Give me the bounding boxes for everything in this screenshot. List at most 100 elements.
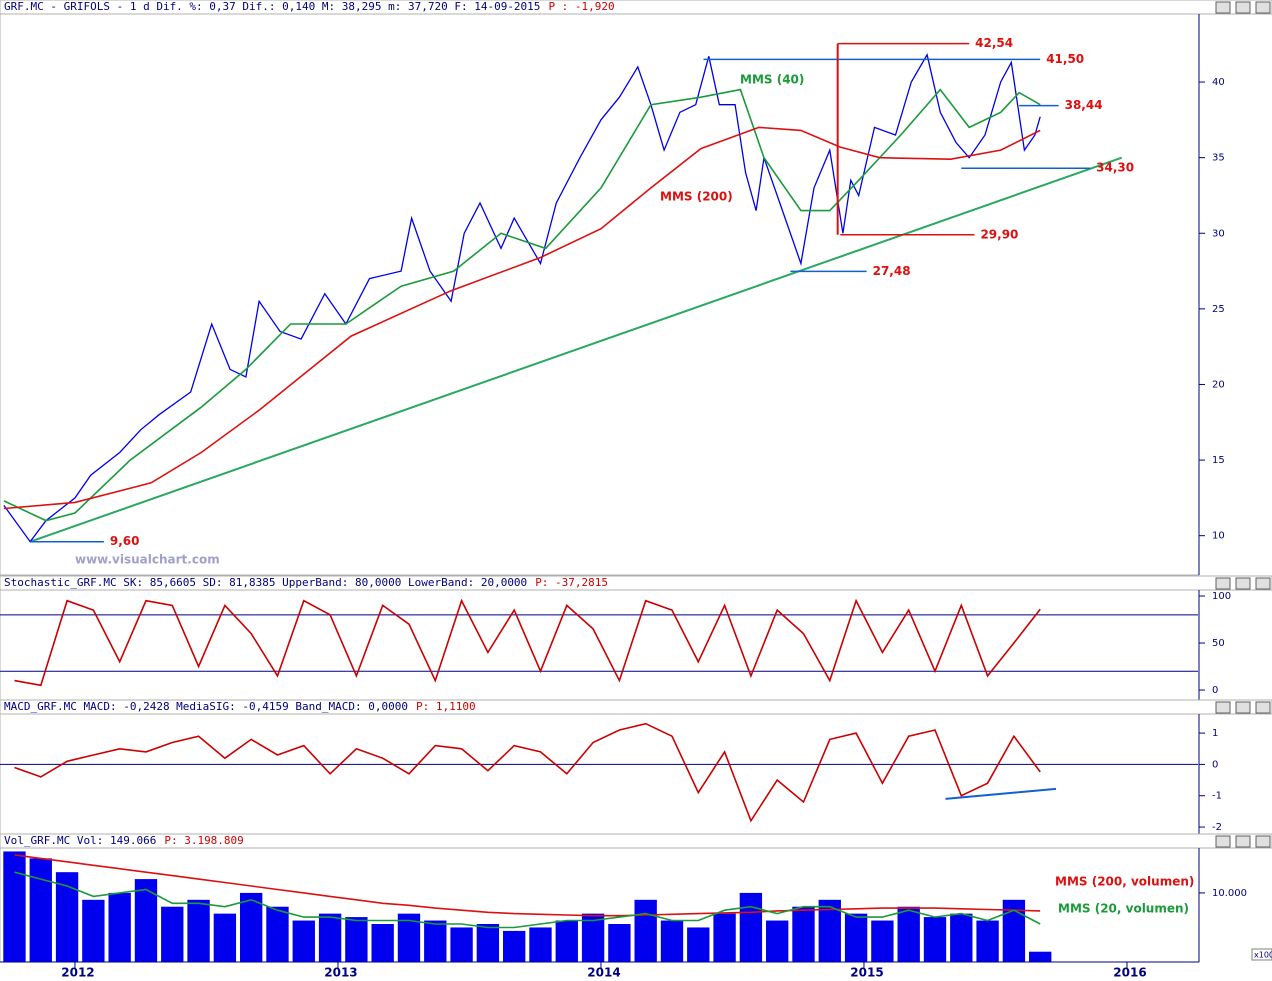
panel-title: GRF.MC - GRIFOLS - 1 d Dif. %: 0,37 Dif.… — [4, 0, 540, 13]
y-tick-label: 50 — [1212, 638, 1225, 649]
unit-box — [1251, 948, 1272, 961]
volume-bar — [1029, 951, 1052, 962]
minimize-button[interactable] — [1215, 1, 1231, 14]
x-tick-label: 2014 — [587, 966, 620, 980]
minimize-button[interactable] — [1215, 577, 1231, 590]
volume-bar — [634, 899, 657, 962]
volume-bar — [766, 920, 789, 962]
volume-bar — [976, 920, 999, 962]
y-tick-label: 1 — [1212, 728, 1218, 739]
volume-bar — [897, 906, 920, 962]
maximize-button[interactable] — [1235, 835, 1251, 848]
level-label: 29,90 — [980, 227, 1018, 241]
volume-bar — [3, 851, 26, 962]
level-label: 41,50 — [1046, 52, 1084, 66]
volume-bar — [450, 927, 473, 962]
trendline — [29, 156, 1123, 543]
series-label: MMS (200) — [660, 190, 733, 204]
series-label: MMS (200, volumen) — [1055, 875, 1194, 889]
volume-bar — [581, 913, 605, 962]
panel-title: MACD_GRF.MC MACD: -0,2428 MediaSIG: -0,4… — [4, 700, 408, 713]
series-label: MMS (40) — [740, 73, 804, 87]
volume-bar — [318, 913, 342, 962]
panel-title: Vol_GRF.MC Vol: 149.066 — [4, 834, 156, 847]
panel-title: Stochastic_GRF.MC SK: 85,6605 SD: 81,838… — [4, 576, 527, 589]
volume-bar — [844, 913, 868, 962]
volume-bar — [529, 927, 552, 962]
volume-bar — [266, 906, 289, 962]
series-line — [14, 722, 1041, 823]
volume-bar — [871, 920, 894, 962]
series-line — [14, 598, 1041, 687]
volume-bar — [950, 913, 973, 962]
y-tick-label: 100 — [1212, 591, 1231, 602]
y-tick-label: 35 — [1212, 153, 1225, 164]
close-button[interactable] — [1255, 1, 1271, 14]
x-tick-label: 2015 — [850, 966, 883, 980]
volume-bar — [187, 899, 210, 962]
volume-bar — [608, 924, 631, 962]
volume-bar — [660, 920, 684, 962]
x-tick-label: 2013 — [324, 966, 357, 980]
panel-title-p: P : -1,920 — [548, 0, 614, 13]
volume-bar — [923, 917, 947, 962]
close-button[interactable] — [1255, 577, 1271, 590]
y-tick-label: -1 — [1212, 791, 1222, 802]
volume-bar — [82, 899, 105, 962]
maximize-button[interactable] — [1235, 1, 1251, 14]
volume-bar — [371, 924, 394, 962]
minimize-button[interactable] — [1215, 835, 1231, 848]
series-line — [3, 126, 1041, 510]
volume-bar — [134, 879, 158, 962]
volume-bar — [345, 917, 368, 962]
series-line — [14, 871, 1041, 929]
y-tick-label: 20 — [1212, 379, 1225, 390]
series-line — [14, 854, 1041, 917]
panel-title-p: P: 1,1100 — [416, 700, 476, 713]
volume-bar — [713, 913, 736, 962]
volume-bar — [239, 892, 263, 962]
maximize-button[interactable] — [1235, 577, 1251, 590]
volume-bar — [476, 924, 500, 962]
volume-bar — [555, 920, 578, 962]
volume-bar — [108, 892, 131, 962]
volume-bar — [55, 872, 79, 962]
level-label: 9,60 — [110, 534, 140, 548]
close-button[interactable] — [1255, 835, 1271, 848]
series-line — [3, 88, 1041, 522]
y-tick-label: 40 — [1212, 77, 1225, 88]
volume-bar — [29, 858, 52, 962]
volume-bar — [397, 913, 421, 962]
y-tick-label: 25 — [1212, 304, 1225, 315]
watermark: www.visualchart.com — [75, 553, 220, 567]
y-tick-label: -2 — [1212, 822, 1222, 833]
volume-bar — [292, 920, 315, 962]
close-button[interactable] — [1255, 701, 1271, 714]
volume-bar — [1002, 899, 1026, 962]
maximize-button[interactable] — [1235, 701, 1251, 714]
volume-bar — [503, 930, 526, 962]
y-tick-label: 15 — [1212, 455, 1225, 466]
unit-label: x100 — [1254, 951, 1272, 960]
y-tick-label: 0 — [1212, 759, 1218, 770]
panel-title-p: P: -37,2815 — [535, 576, 608, 589]
level-label: 42,54 — [975, 36, 1013, 50]
series-line — [3, 53, 1041, 543]
trendline — [945, 787, 1057, 800]
x-tick-label: 2012 — [61, 966, 94, 980]
x-tick-label: 2016 — [1113, 966, 1146, 980]
panel-title-p: P: 3.198.809 — [164, 834, 243, 847]
volume-bar — [818, 899, 841, 962]
y-tick-label: 0 — [1212, 685, 1218, 696]
level-label: 38,44 — [1065, 98, 1103, 112]
y-tick-label: 10 — [1212, 531, 1225, 542]
volume-bar — [213, 913, 237, 962]
volume-bar — [739, 892, 763, 962]
volume-bar — [161, 906, 184, 962]
minimize-button[interactable] — [1215, 701, 1231, 714]
y-tick-label: 30 — [1212, 228, 1225, 239]
volume-bar — [687, 927, 710, 962]
level-label: 34,30 — [1096, 161, 1134, 175]
